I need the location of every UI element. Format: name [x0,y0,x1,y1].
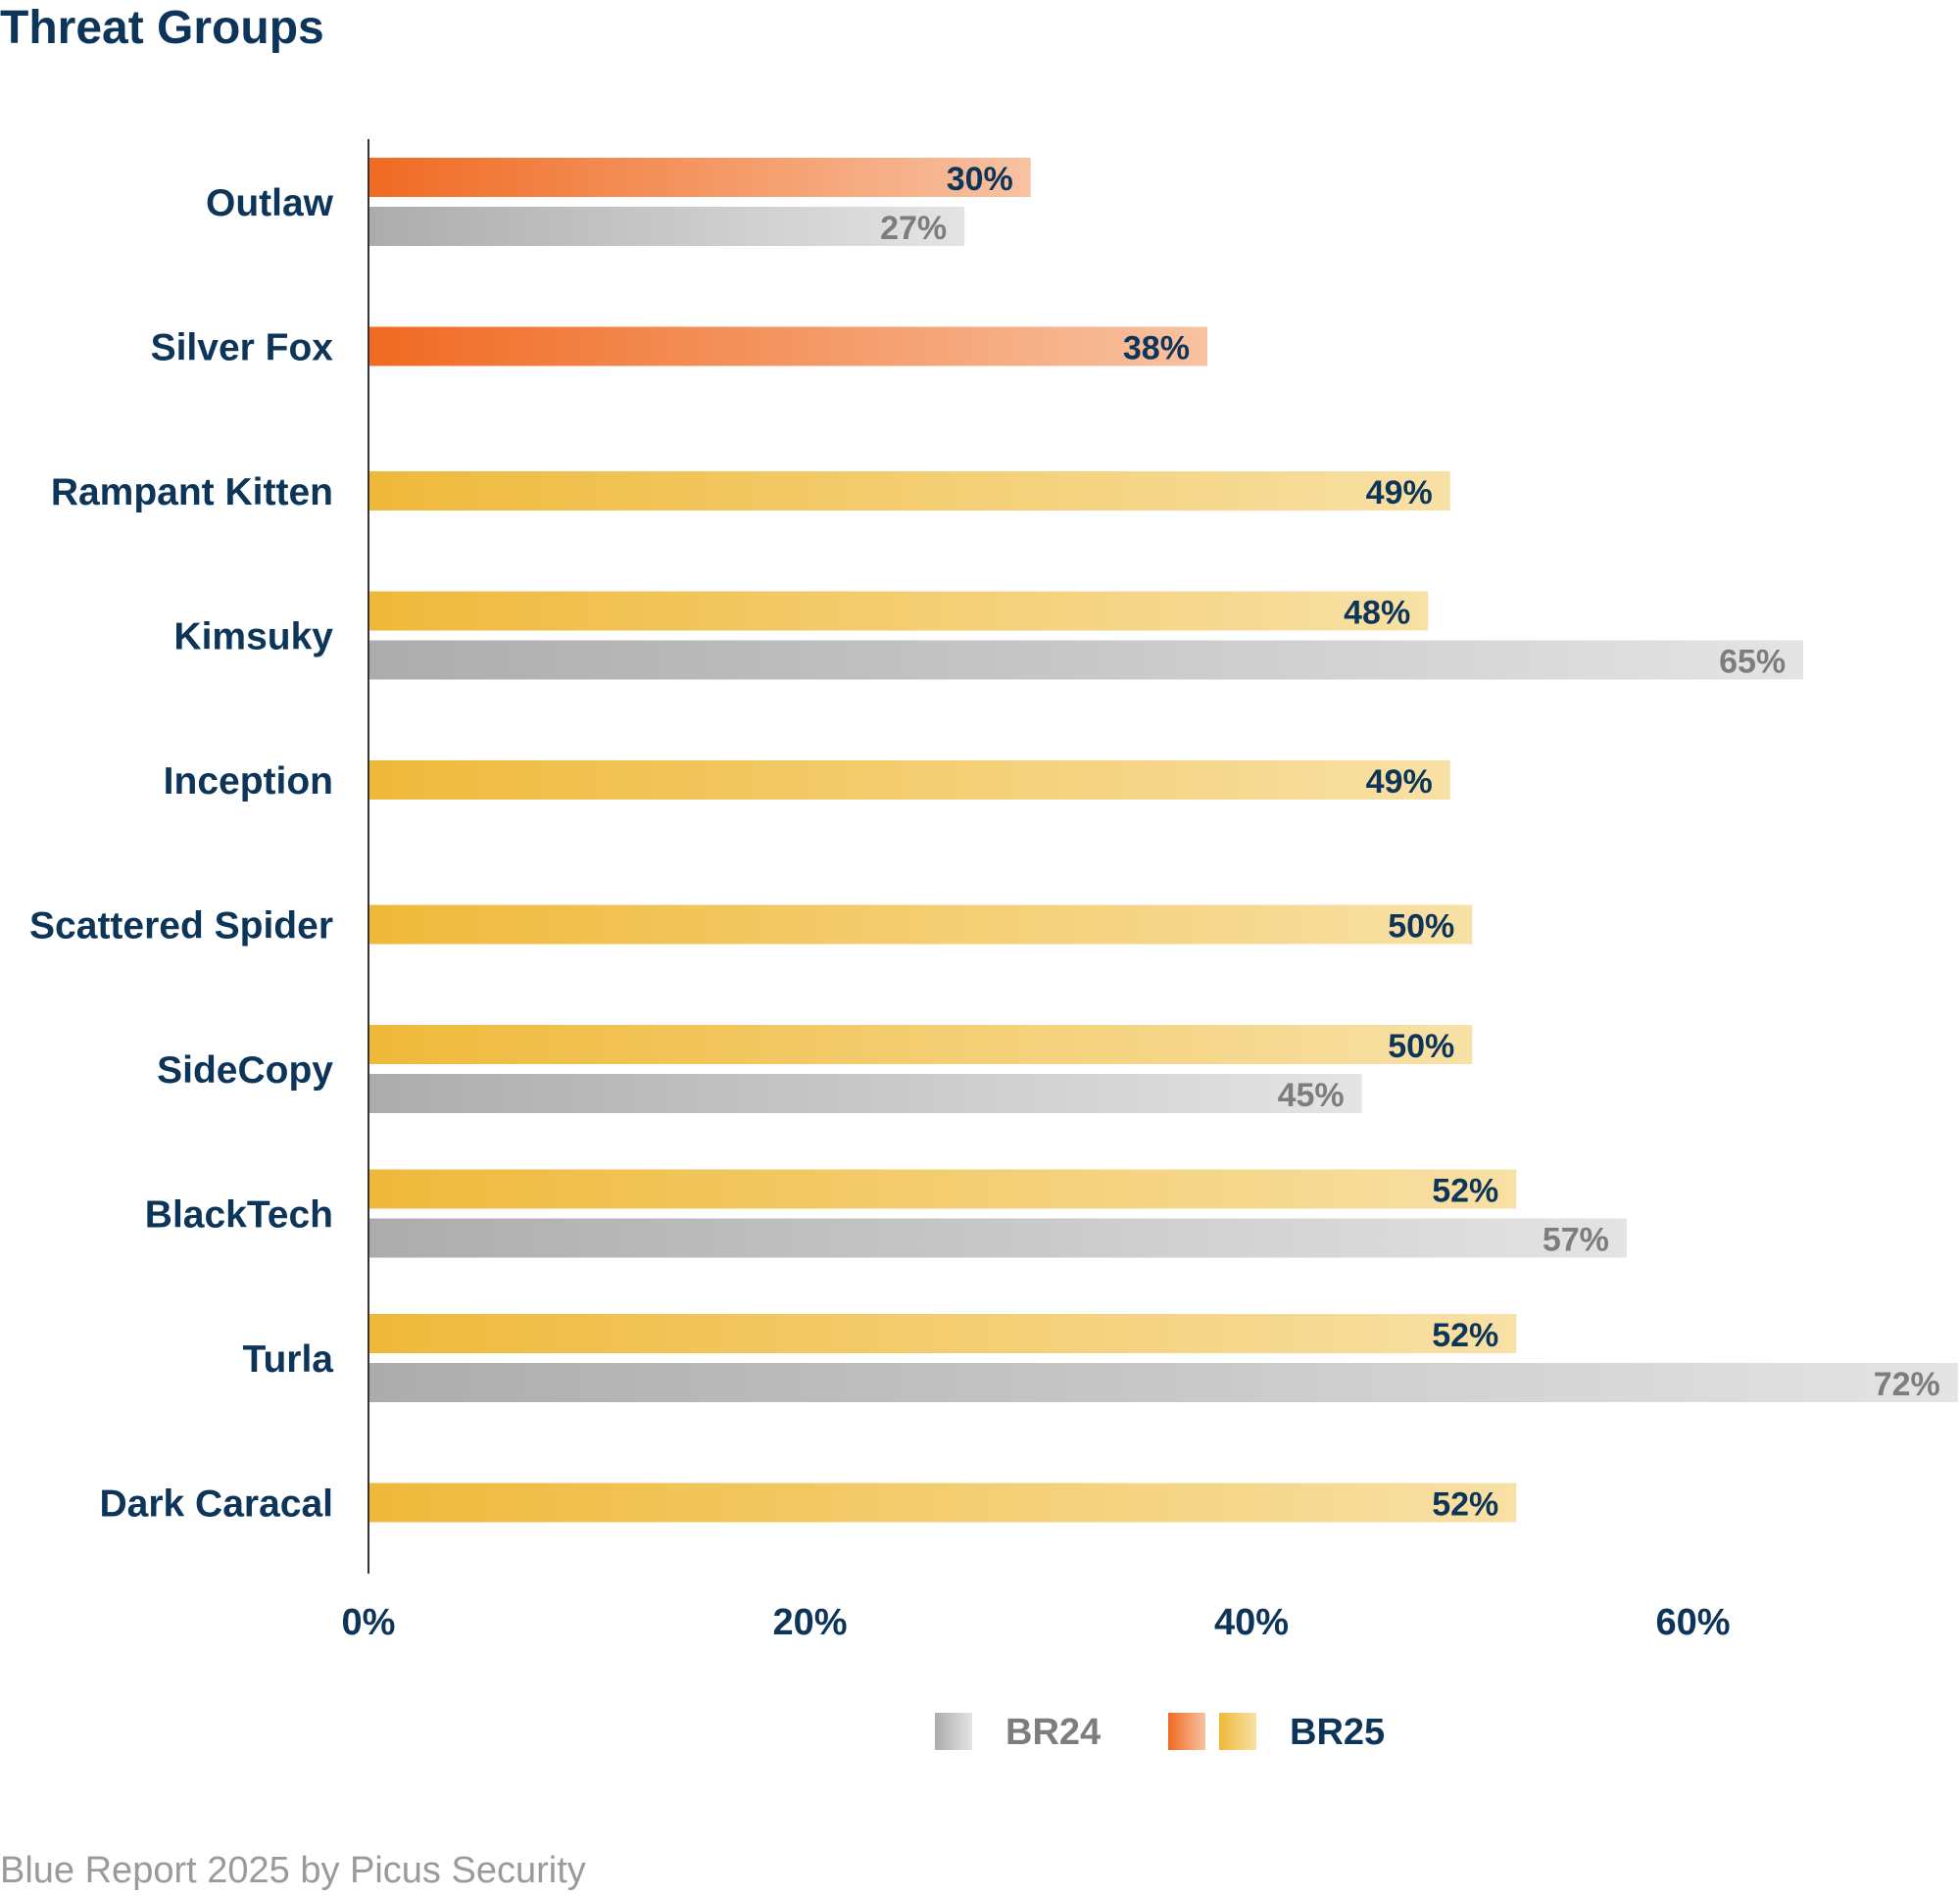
value-label-br24-outlaw: 27% [880,210,947,247]
bar-br25-outlaw [368,158,1031,197]
legend-label-br24: BR24 [1005,1712,1101,1753]
bar-br24-kimsuky [368,640,1804,680]
legend-swatch-br24 [935,1713,972,1750]
value-label-br24-turla: 72% [1874,1366,1940,1403]
value-label-br25-sidecopy: 50% [1388,1028,1454,1065]
x-tick-0: 0% [342,1602,396,1643]
value-label-br25-outlaw: 30% [947,161,1013,198]
bars-layer: 30%27% 38% 49% 48% 65% 49% 50% 50% 45% 52% 57% 52% 7… [368,158,1958,1524]
category-label-scattered-spider: Scattered Spider [29,905,333,948]
legend: BR24 BR25 [935,1712,1385,1753]
bar-br24-sidecopy [368,1074,1362,1113]
chart-title: Threat Groups [0,2,324,54]
bar-br25-scattered-spider [368,904,1473,945]
legend-swatch-br25-orange [1168,1713,1205,1750]
value-label-br25-turla: 52% [1432,1317,1498,1354]
bar-br25-kimsuky [368,591,1429,631]
category-label-turla: Turla [243,1338,334,1381]
category-label-outlaw: Outlaw [206,182,334,224]
category-label-sidecopy: SideCopy [157,1049,333,1092]
category-label-blacktech: BlackTech [145,1194,333,1237]
x-axis-ticks: 0% 20% 40% 60% [342,1602,1731,1643]
category-labels: Outlaw Silver Fox Rampant Kitten Kimsuky Inc… [29,182,334,1526]
value-label-br25-silver-fox: 38% [1123,330,1190,367]
legend-swatch-br25-yellow [1219,1713,1256,1750]
category-label-inception: Inception [164,760,333,802]
x-tick-60: 60% [1655,1602,1730,1643]
value-label-br24-sidecopy: 45% [1278,1077,1345,1114]
category-label-kimsuky: Kimsuky [173,616,333,658]
category-label-dark-caracal: Dark Caracal [100,1483,334,1526]
value-label-br25-rampant-kitten: 49% [1366,474,1433,511]
category-label-silver-fox: Silver Fox [151,327,334,369]
bar-br25-rampant-kitten [368,471,1450,510]
value-label-br25-kimsuky: 48% [1344,595,1410,632]
x-tick-20: 20% [772,1602,847,1643]
bar-br25-blacktech [368,1169,1517,1209]
value-label-br25-scattered-spider: 50% [1388,908,1454,946]
bar-br24-turla [368,1363,1958,1402]
category-label-rampant-kitten: Rampant Kitten [51,471,333,513]
legend-label-br25: BR25 [1290,1712,1385,1753]
footer-credit: Blue Report 2025 by Picus Security [0,1850,586,1891]
value-label-br24-kimsuky: 65% [1719,644,1786,681]
bar-br25-turla [368,1314,1517,1353]
value-label-br25-dark-caracal: 52% [1432,1486,1498,1524]
value-label-br25-inception: 49% [1366,763,1433,801]
value-label-br24-blacktech: 57% [1543,1222,1609,1259]
bar-br25-inception [368,760,1450,800]
bar-br25-dark-caracal [368,1483,1517,1523]
bar-br24-outlaw [368,207,965,246]
bar-br24-blacktech [368,1218,1627,1258]
x-tick-40: 40% [1214,1602,1289,1643]
bar-br25-silver-fox [368,326,1207,366]
value-label-br25-blacktech: 52% [1432,1173,1498,1210]
bar-br25-sidecopy [368,1025,1473,1064]
